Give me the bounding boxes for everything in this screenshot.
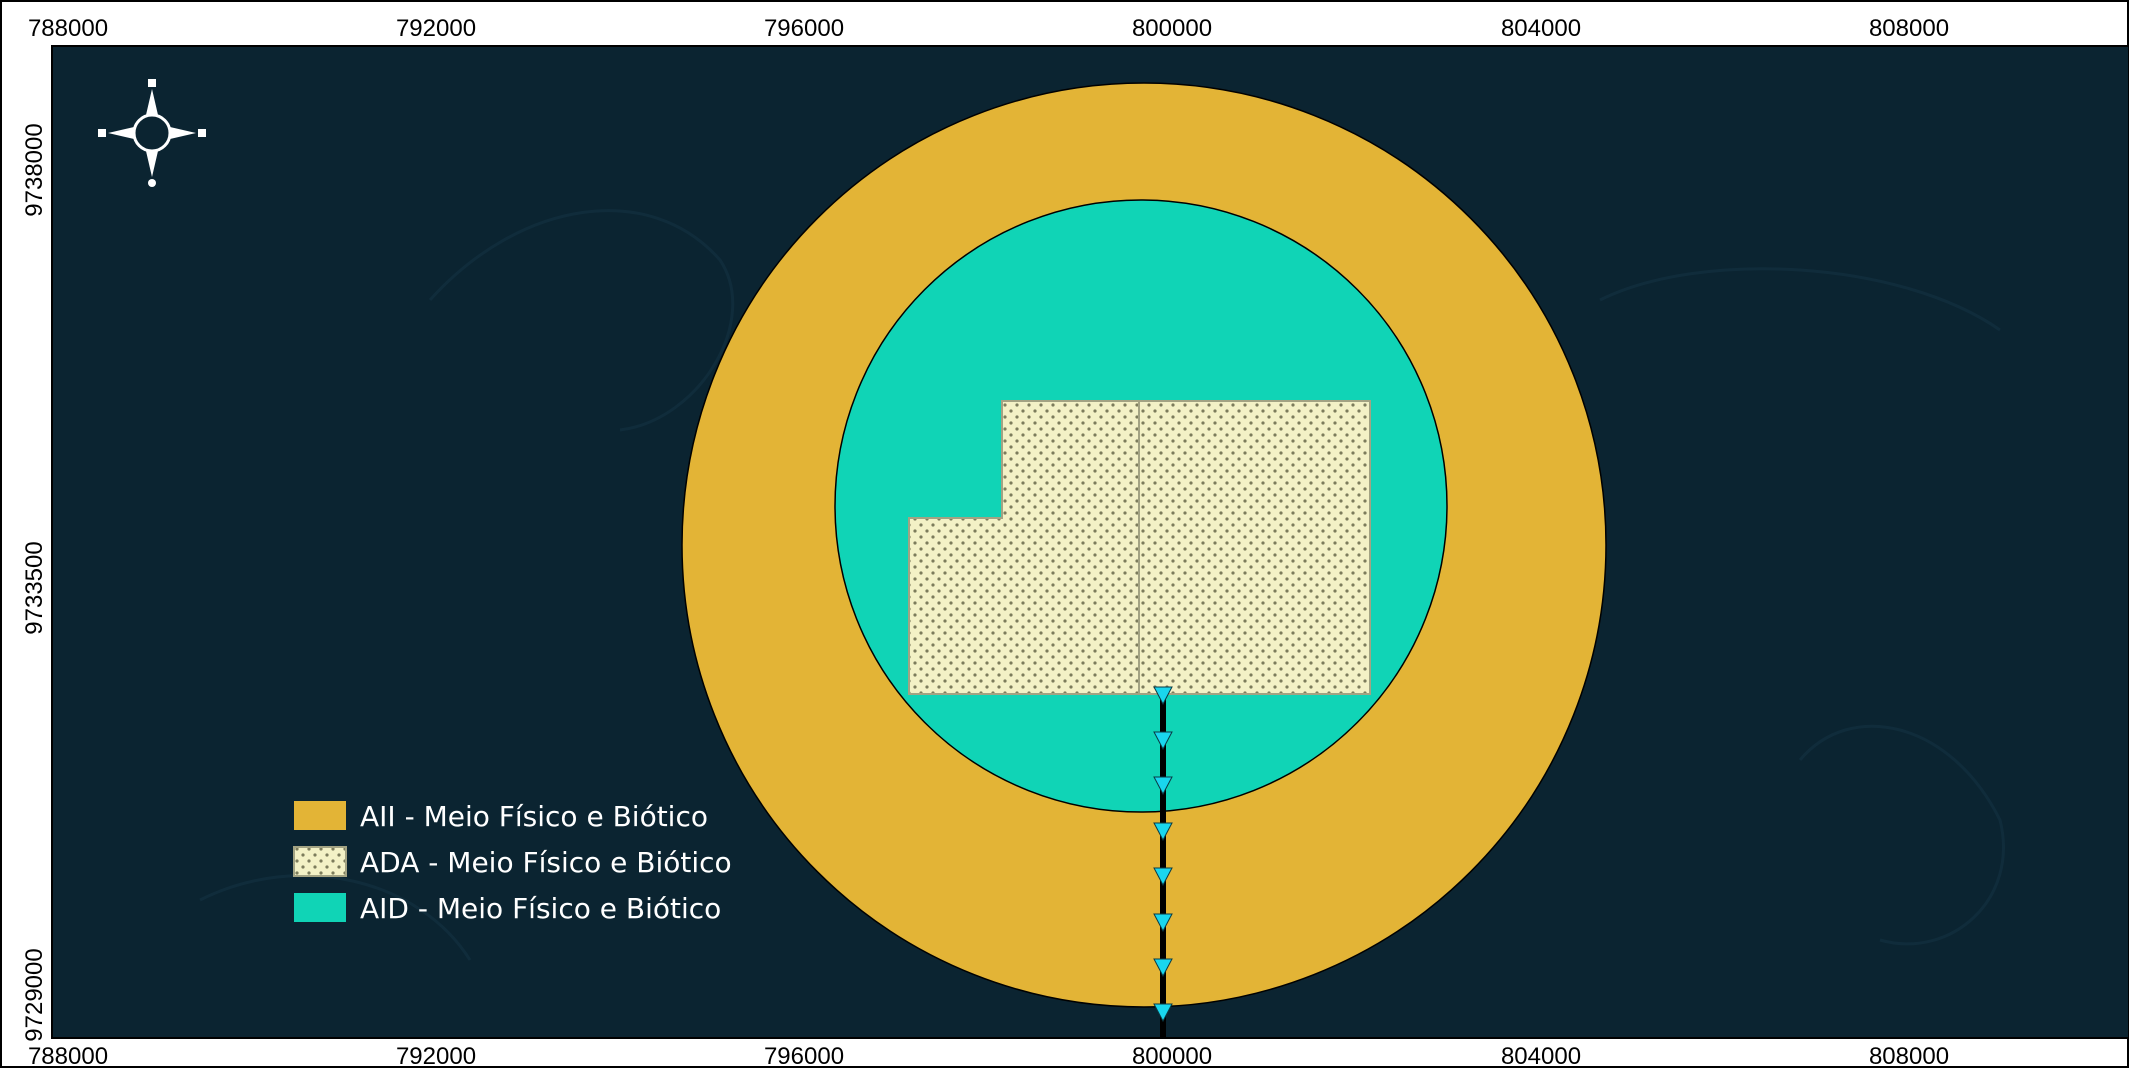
legend-label-ada: ADA - Meio Físico e Biótico — [360, 846, 732, 879]
x-tick-bottom: 800000 — [1132, 1043, 1212, 1068]
x-tick-top: 792000 — [396, 15, 476, 42]
legend-item-aid: AID - Meio Físico e Biótico — [294, 892, 721, 925]
route-direction-marker — [1153, 776, 1173, 796]
y-axis-left: 9738000 9733500 9729000 — [21, 123, 48, 1041]
route-direction-marker — [1153, 822, 1173, 842]
compass-rose-icon — [98, 79, 206, 187]
y-tick-left: 9733500 — [21, 541, 48, 634]
y-tick-left: 9738000 — [21, 123, 48, 216]
x-tick-bottom: 804000 — [1501, 1043, 1581, 1068]
legend-swatch-aid — [294, 893, 346, 922]
route-direction-marker — [1153, 731, 1173, 751]
route-direction-marker — [1153, 1003, 1173, 1023]
legend-swatch-aii — [294, 801, 346, 830]
legend-swatch-ada — [293, 846, 347, 877]
y-tick-left: 9729000 — [21, 948, 48, 1041]
x-tick-top: 804000 — [1501, 15, 1581, 42]
x-tick-top: 796000 — [764, 15, 844, 42]
legend-item-aii: AII - Meio Físico e Biótico — [294, 800, 708, 833]
route-direction-marker — [1153, 686, 1173, 706]
x-tick-bottom: 792000 — [396, 1043, 476, 1068]
route-direction-marker — [1153, 867, 1173, 887]
route-markers — [1153, 686, 1173, 1023]
x-tick-bottom: 788000 — [28, 1043, 108, 1068]
background-texture — [199, 209, 2005, 961]
x-tick-bottom: 808000 — [1869, 1043, 1949, 1068]
x-axis-bottom: 788000 792000 796000 800000 804000 80800… — [28, 1043, 1949, 1068]
legend-label-aid: AID - Meio Físico e Biótico — [360, 892, 721, 925]
x-tick-top: 800000 — [1132, 15, 1212, 42]
x-tick-bottom: 796000 — [764, 1043, 844, 1068]
x-tick-top: 808000 — [1869, 15, 1949, 42]
x-axis-top: 788000 792000 796000 800000 804000 80800… — [28, 15, 1949, 42]
x-tick-top: 788000 — [28, 15, 108, 42]
map-legend: AII - Meio Físico e Biótico ADA - Meio F… — [293, 800, 732, 925]
legend-label-aii: AII - Meio Físico e Biótico — [360, 800, 708, 833]
legend-item-ada: ADA - Meio Físico e Biótico — [293, 846, 732, 879]
route-direction-marker — [1153, 958, 1173, 978]
route-direction-marker — [1153, 913, 1173, 933]
